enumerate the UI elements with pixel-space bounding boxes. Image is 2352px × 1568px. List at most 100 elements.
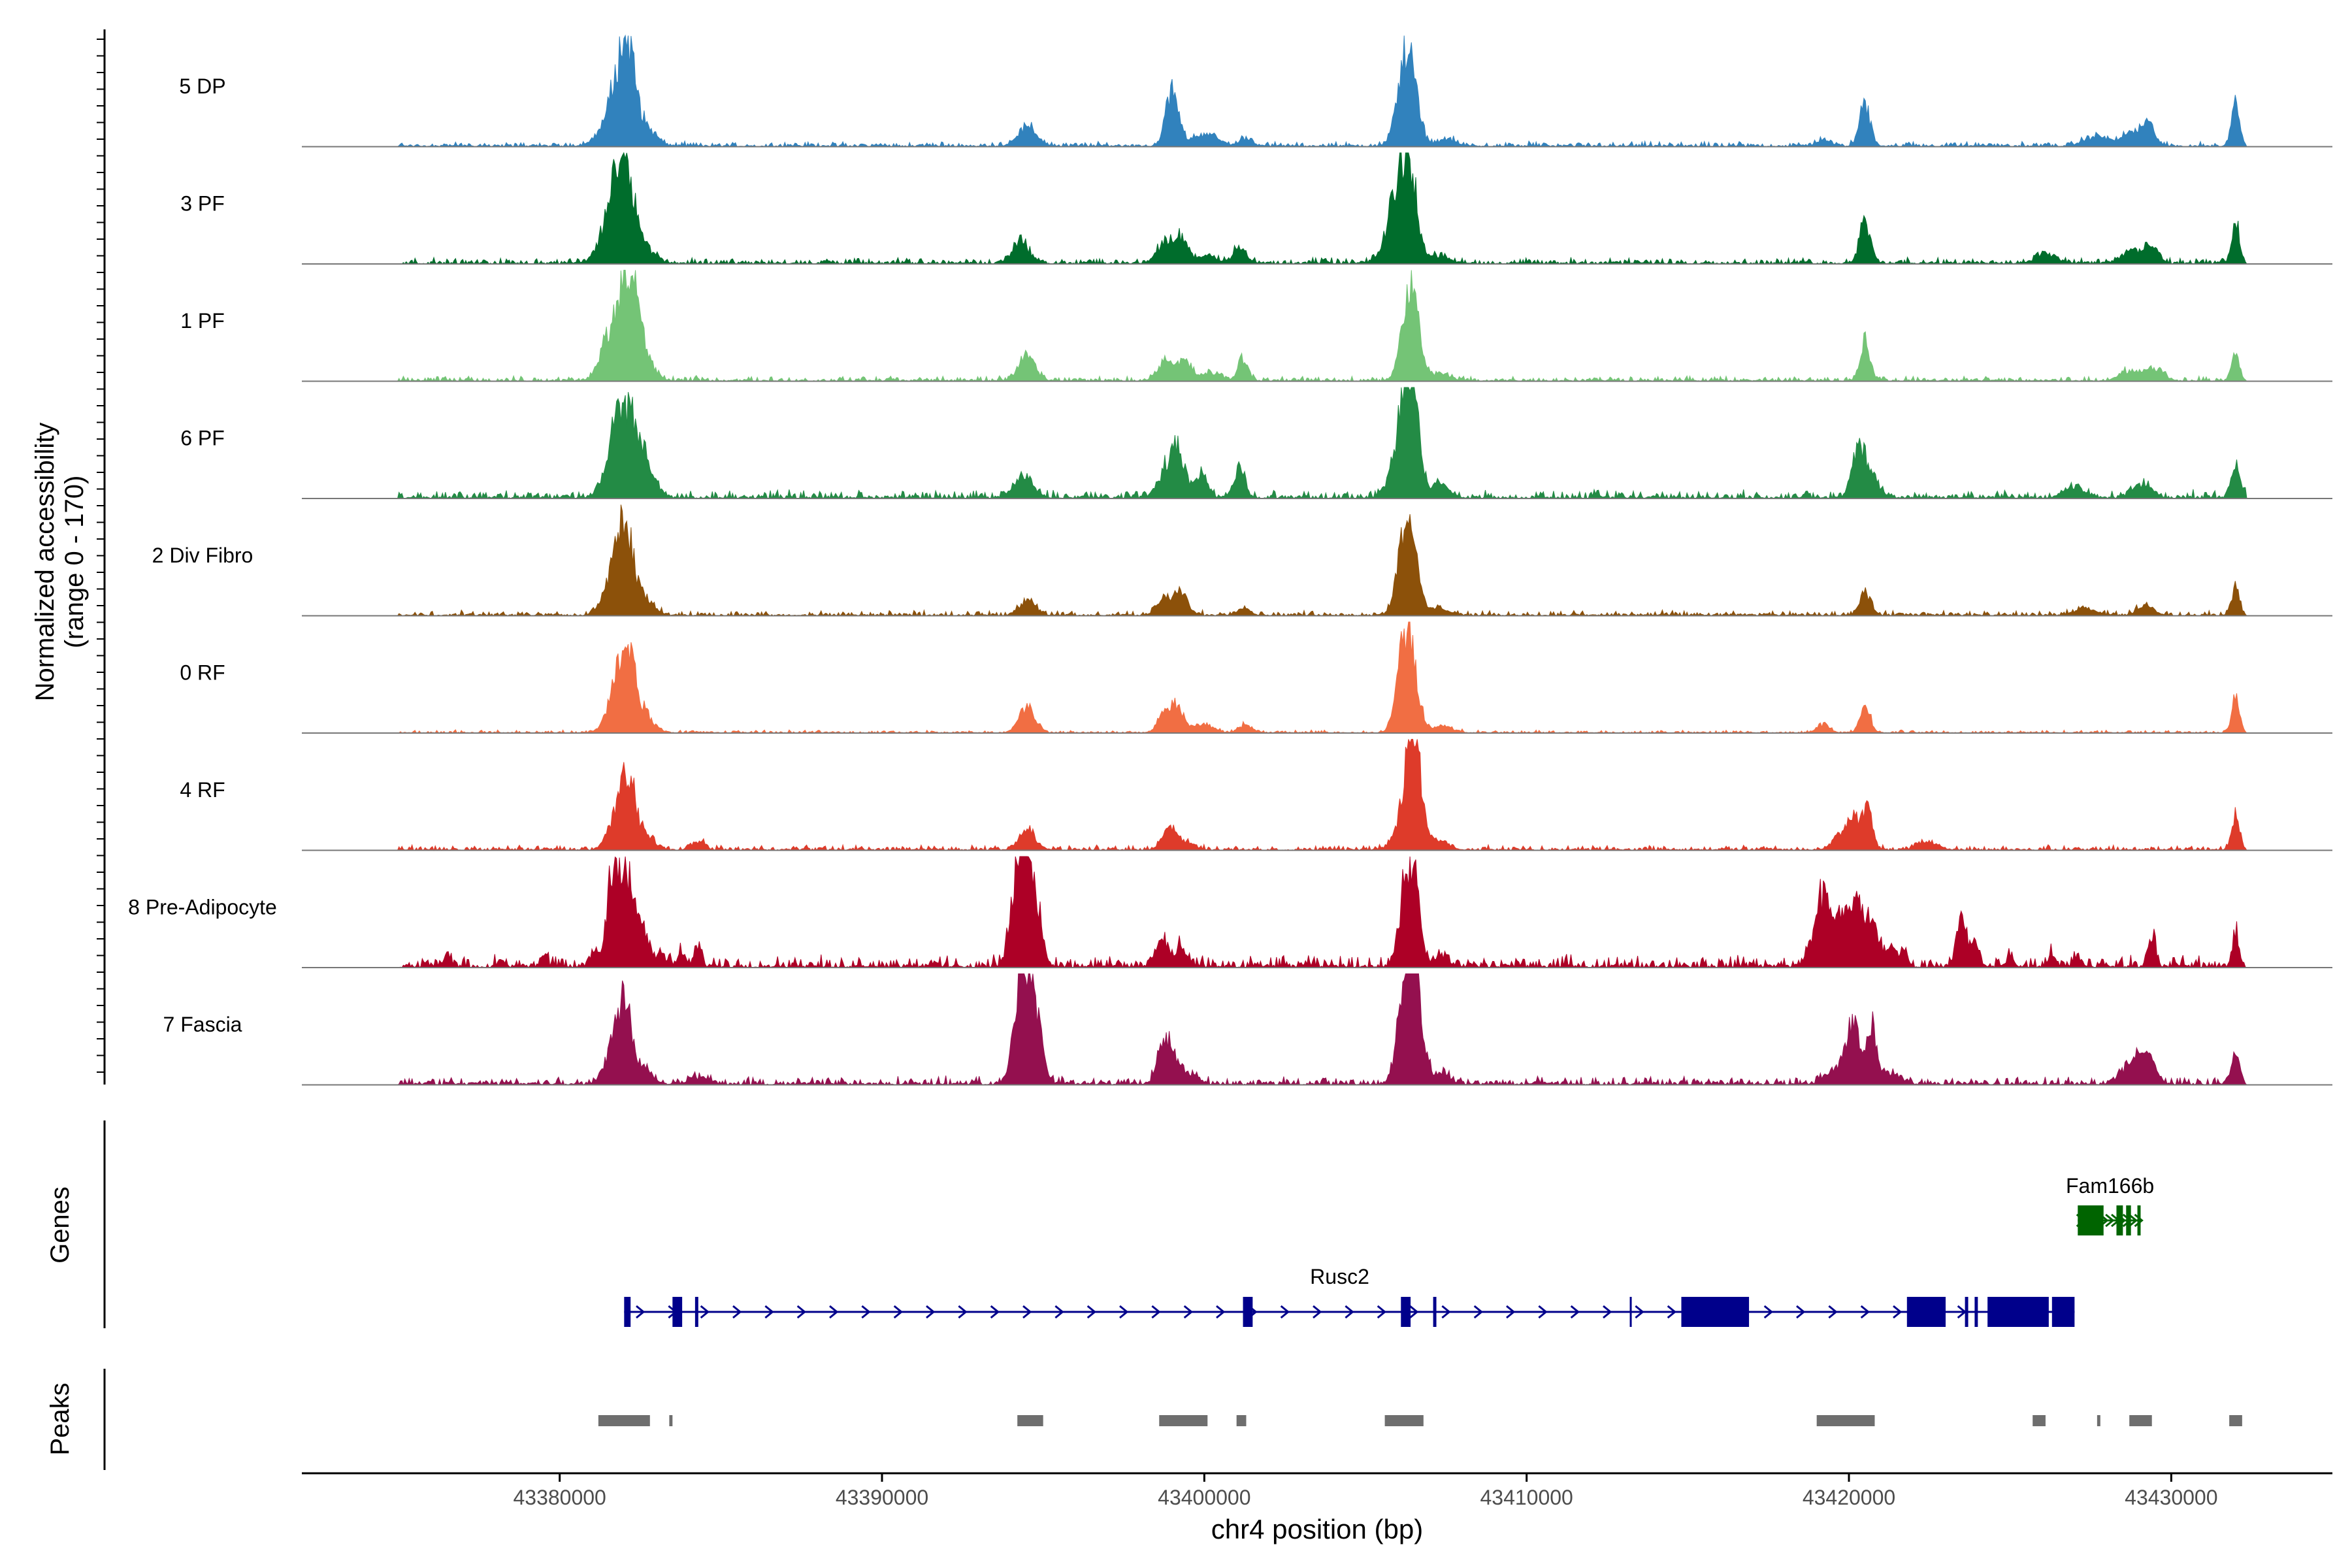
coverage-area [302,34,2332,148]
strand-chevron [1828,1305,1838,1319]
gene-exon [694,1297,698,1327]
peak-region [2229,1415,2242,1426]
track-3-pf: 3 PF [180,152,2332,265]
x-tick-label: 43380000 [513,1486,606,1509]
peak-region [1816,1415,1875,1426]
strand-chevron [893,1305,904,1319]
strand-chevron [1860,1305,1870,1319]
strand-chevron [1473,1305,1484,1319]
strand-chevron [2128,1213,2138,1228]
track-8-pre-adipocyte: 8 Pre-Adipocyte [128,856,2332,969]
y-axis-label-line1: Normalized accessibility [31,423,59,702]
peak-region [2097,1415,2100,1426]
strand-chevron [958,1305,968,1319]
gene-exon [672,1297,683,1327]
track-2-div-fibro: 2 Div Fibro [152,504,2332,617]
strand-chevron [1216,1305,1226,1319]
strand-chevron [700,1305,710,1319]
track-label: 4 RF [180,778,225,802]
strand-chevron [732,1305,742,1319]
x-tick-label: 43420000 [1803,1486,1895,1509]
peak-region [598,1415,650,1426]
peak-region [2033,1415,2046,1426]
peak-region [2129,1415,2152,1426]
peak-regions [598,1415,2242,1426]
track-label: 6 PF [180,427,225,450]
track-label: 7 Fascia [163,1013,242,1036]
strand-chevron [1345,1305,1354,1319]
genes-panel-label: Genes [46,1186,74,1264]
track-1-pf: 1 PF [180,270,2332,382]
strand-chevron [1893,1305,1903,1319]
gene-exon [2116,1205,2123,1235]
x-tick-label: 43430000 [2125,1486,2217,1509]
strand-chevron [1086,1305,1097,1319]
coverage-area [302,973,2332,1086]
track-label: 1 PF [180,309,225,333]
strand-chevron [1570,1305,1580,1319]
strand-chevron [1603,1305,1612,1319]
gene-exon [1629,1297,1632,1327]
track-4-rf: 4 RF [180,739,2332,851]
coverage-tracks: 5 DP 3 PF 1 PF 6 PF 2 Div Fibro 0 RF 4 RF 8 Pre… [128,34,2332,1086]
x-axis-label: chr4 position (bp) [1211,1514,1424,1544]
strand-chevron [829,1305,839,1319]
strand-chevron [1796,1305,1806,1319]
peak-region [1159,1415,1208,1426]
strand-chevron [1313,1305,1322,1319]
strand-chevron [1441,1305,1451,1319]
track-5-dp: 5 DP [179,34,2332,148]
strand-chevron [796,1305,807,1319]
strand-chevron [1151,1305,1161,1319]
peaks-panel-label: Peaks [46,1382,74,1455]
gene-exon [624,1297,631,1327]
strand-chevron [990,1305,1000,1319]
gene-exon [1681,1297,1750,1327]
strand-chevron [1022,1305,1032,1319]
coverage-area [302,152,2332,265]
gene-exon [1433,1297,1437,1327]
strand-chevron [1506,1305,1516,1319]
gene-exon [2078,1205,2104,1235]
gene-exon [1401,1297,1411,1327]
peak-region [669,1415,673,1426]
gene-exon [2126,1205,2131,1235]
gene-fam166b: Fam166b [2066,1174,2154,1235]
gene-exon [2051,1297,2075,1327]
track-0-rf: 0 RF [180,621,2332,734]
strand-chevron [1183,1305,1194,1319]
track-label: 2 Div Fibro [152,544,253,567]
x-tick-label: 43410000 [1480,1486,1573,1509]
x-tick-label: 43390000 [836,1486,928,1509]
track-label: 0 RF [180,661,225,685]
coverage-y-ticks [97,39,105,1073]
gene-annotations: Fam166b Rusc2 [624,1174,2154,1327]
strand-chevron [1409,1305,1419,1319]
strand-chevron [1635,1305,1644,1319]
strand-chevron [1763,1305,1774,1319]
track-label: 3 PF [180,192,225,216]
peak-region [1236,1415,1247,1426]
strand-chevron [1280,1305,1290,1319]
x-axis-ticks: 43380000 43390000 43400000 43410000 43420000… [513,1473,2218,1509]
y-axis-label-line2: (range 0 - 170) [60,476,89,649]
gene-rusc2: Rusc2 [624,1265,2075,1327]
track-label: 8 Pre-Adipocyte [128,896,277,919]
x-tick-label: 43400000 [1158,1486,1250,1509]
strand-chevron [1538,1305,1548,1319]
gene-exon [1243,1297,1253,1327]
coverage-area [302,739,2332,851]
coverage-area [302,270,2332,382]
gene-exon [1987,1297,2049,1327]
gene-exon [1906,1297,1946,1327]
track-6-pf: 6 PF [180,387,2332,500]
strand-chevron [764,1305,774,1319]
gene-exon [1974,1297,1978,1327]
gene-exon [2137,1205,2141,1235]
strand-chevron [861,1305,871,1319]
strand-chevron [926,1305,936,1319]
coverage-area [302,621,2332,734]
coverage-area [302,387,2332,500]
peak-region [1017,1415,1043,1426]
